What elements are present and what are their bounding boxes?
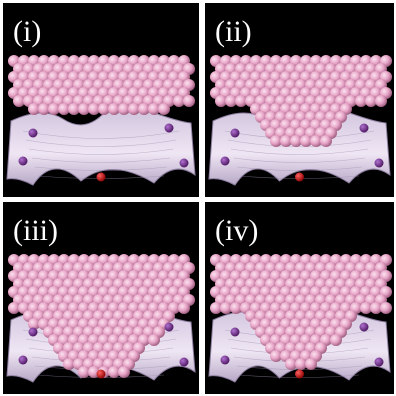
ion <box>165 323 174 332</box>
panel-label: (ii) <box>215 15 252 48</box>
ion <box>231 129 240 138</box>
sphere <box>320 135 332 147</box>
sphere <box>118 366 130 378</box>
ion <box>180 358 189 367</box>
panel: (iii) <box>3 202 199 394</box>
panel: (i) <box>3 3 199 197</box>
ion <box>165 124 174 133</box>
ion <box>221 157 230 166</box>
sphere <box>148 334 160 346</box>
panel-label: (iii) <box>13 214 58 247</box>
sphere <box>178 302 190 314</box>
ion <box>360 124 369 133</box>
ion <box>97 370 106 379</box>
sphere <box>330 334 342 346</box>
sphere <box>380 302 392 314</box>
sphere <box>305 358 317 370</box>
ion <box>360 323 369 332</box>
ion <box>375 358 384 367</box>
ion <box>97 173 106 182</box>
sphere <box>375 95 387 107</box>
panel-label: (iv) <box>215 214 258 247</box>
sphere <box>183 95 195 107</box>
ion <box>180 159 189 168</box>
panel-label: (i) <box>13 15 41 48</box>
ion <box>19 157 28 166</box>
ion <box>29 129 38 138</box>
ion <box>295 173 304 182</box>
sphere <box>158 103 170 115</box>
ion <box>29 328 38 337</box>
panel: (iv) <box>205 202 394 394</box>
ion <box>19 356 28 365</box>
ion <box>231 328 240 337</box>
ion <box>375 159 384 168</box>
ion <box>221 356 230 365</box>
figure: (i) (ii) (iii) (iv) <box>0 0 396 396</box>
panel: (ii) <box>205 3 394 197</box>
ion <box>295 370 304 379</box>
